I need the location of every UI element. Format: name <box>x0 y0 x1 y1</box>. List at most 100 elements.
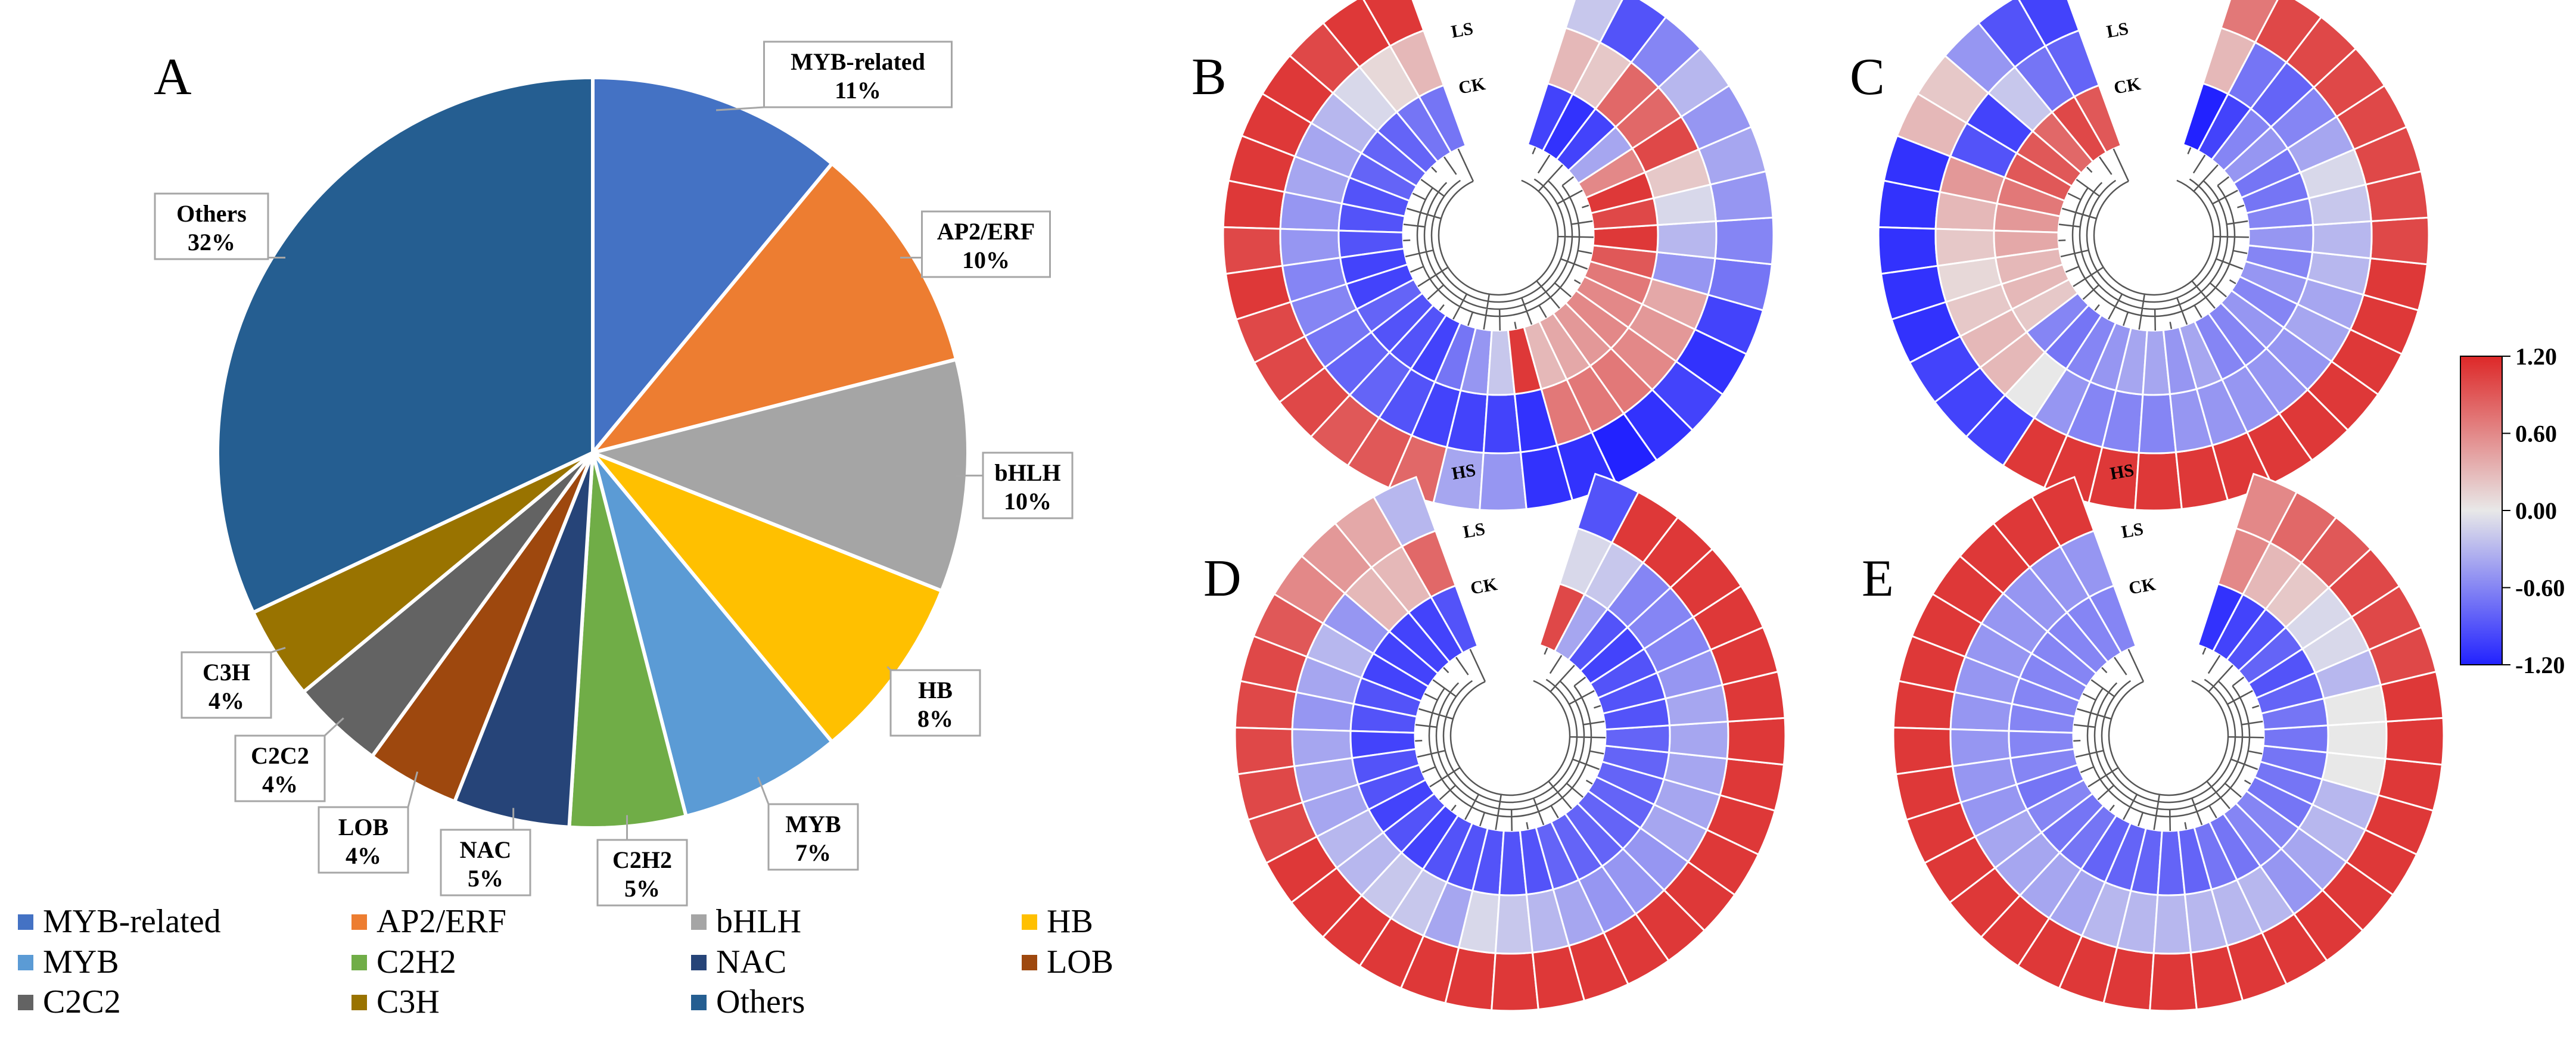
dendrogram <box>2073 647 2264 832</box>
heatmap-panel-e: E HS LS CK <box>1862 460 2445 1012</box>
pie-legend: MYB-related AP2/ERF bHLH HB MYB C2H2 NAC LOB C2C… <box>18 903 1113 1020</box>
legend-swatch <box>18 914 33 930</box>
callout-percent: 11% <box>835 77 881 104</box>
dendrogram-lines <box>1403 147 1594 331</box>
dendrogram <box>1415 647 1606 832</box>
ring-label: CK <box>2127 574 2158 598</box>
heatmap-cell <box>2134 451 2183 512</box>
ring-labels: HS LS CK <box>1450 460 1499 599</box>
heatmap-cells <box>1892 472 2445 1012</box>
pie-slice <box>587 161 959 456</box>
color-scale-gradient <box>2460 356 2503 665</box>
callout-label: NAC <box>460 836 512 863</box>
callout-percent: 8% <box>917 705 953 732</box>
callout-box <box>154 192 269 260</box>
heatmap-panel-d: D HS LS CK <box>1203 460 1787 1012</box>
callout-label: MYB-related <box>791 48 925 75</box>
callout-percent: 10% <box>962 247 1010 273</box>
callout-box <box>440 829 531 896</box>
legend-entry: C3H <box>377 983 440 1020</box>
heatmap-cell <box>2384 717 2445 766</box>
callout-percent: 4% <box>209 687 244 714</box>
pie-slice <box>452 452 595 829</box>
panel-letter-b: B <box>1191 48 1227 106</box>
callout-label: LOB <box>338 814 388 840</box>
legend-swatch <box>351 955 367 970</box>
callout-percent: 4% <box>262 771 298 798</box>
pie-slice <box>567 452 689 830</box>
panel-letter-e: E <box>1862 550 1894 608</box>
callout-pointer <box>407 771 419 808</box>
callout-label: C3H <box>203 659 250 686</box>
legend-entry: MYB-related <box>43 903 221 940</box>
legend-swatch <box>18 995 33 1010</box>
dendrogram <box>2058 147 2249 331</box>
legend-swatch <box>1022 955 1037 970</box>
ring-label: CK <box>1457 74 1488 98</box>
color-scale-tick-label: 1.20 <box>2515 343 2557 370</box>
legend-swatch <box>691 914 707 930</box>
heatmap-cell <box>1656 220 1718 260</box>
pie-slice <box>591 452 835 818</box>
legend-swatch <box>351 995 367 1010</box>
callout-box <box>982 452 1074 519</box>
dendrogram-lines <box>2073 647 2264 832</box>
legend-swatch <box>691 955 707 970</box>
legend-swatch <box>351 914 367 930</box>
ring-label: HS <box>2108 460 2135 484</box>
heatmap-cells <box>1234 472 1787 1012</box>
legend-entry: C2C2 <box>43 983 121 1020</box>
callout-box <box>318 806 409 874</box>
panel-letter-c: C <box>1850 48 1885 106</box>
callout-label: Others <box>176 200 247 227</box>
callout-percent: 5% <box>468 865 503 892</box>
heatmap-panel-c: C HS LS CK <box>1850 0 2430 512</box>
callout-pointer <box>270 647 286 653</box>
color-scale-bar: 1.20 0.60 0.00 -0.60 -1.20 <box>2460 343 2565 678</box>
legend-swatch <box>1022 914 1037 930</box>
callout-box <box>181 651 272 719</box>
heatmap-cell <box>1714 216 1775 266</box>
legend-entry: AP2/ERF <box>377 903 506 940</box>
dendrogram <box>1403 147 1594 331</box>
heatmap-cell <box>1491 951 1539 1012</box>
callout-box <box>763 41 953 108</box>
ring-label: CK <box>1469 574 1499 598</box>
heatmap-panel-b: B HS LS CK <box>1191 0 1775 512</box>
callout-label: C2H2 <box>612 846 672 873</box>
callout-box <box>921 210 1051 278</box>
callout-label: C2C2 <box>251 742 309 769</box>
ring-label: LS <box>1449 18 1474 42</box>
legend-entry: NAC <box>716 944 786 980</box>
legend-entry: LOB <box>1047 944 1113 980</box>
legend-entry: C2H2 <box>377 944 456 980</box>
heatmap-cells <box>1877 0 2430 512</box>
heatmap-cell <box>2311 220 2373 260</box>
callout-label: MYB <box>785 811 841 838</box>
legend-entry: HB <box>1047 903 1093 940</box>
heatmap-cell <box>1726 717 1787 766</box>
legend-swatch <box>691 995 707 1010</box>
heatmap-cell <box>2182 82 2229 152</box>
callout-percent: 4% <box>346 842 381 869</box>
callout-percent: 32% <box>188 229 235 256</box>
callout-pointer <box>323 717 344 737</box>
callout-box <box>596 839 688 907</box>
ring-label: LS <box>1461 519 1486 542</box>
heatmap-cell <box>2326 720 2388 760</box>
color-scale-tick-label: -1.20 <box>2515 652 2565 678</box>
callout-pointer <box>757 776 770 805</box>
dendrogram-lines <box>1415 647 1606 832</box>
callout-percent: 10% <box>1004 488 1051 515</box>
pie-callouts: MYB-related11%AP2/ERF10%bHLH10%HB8%MYB7%… <box>154 41 1074 907</box>
legend-swatch <box>18 955 33 970</box>
legend-entry: bHLH <box>716 903 801 940</box>
pie-slices <box>216 75 970 830</box>
callout-percent: 5% <box>624 875 660 902</box>
heatmap-cells <box>1222 0 1775 512</box>
ring-label: HS <box>1450 460 1477 484</box>
ring-label: CK <box>2113 74 2143 98</box>
